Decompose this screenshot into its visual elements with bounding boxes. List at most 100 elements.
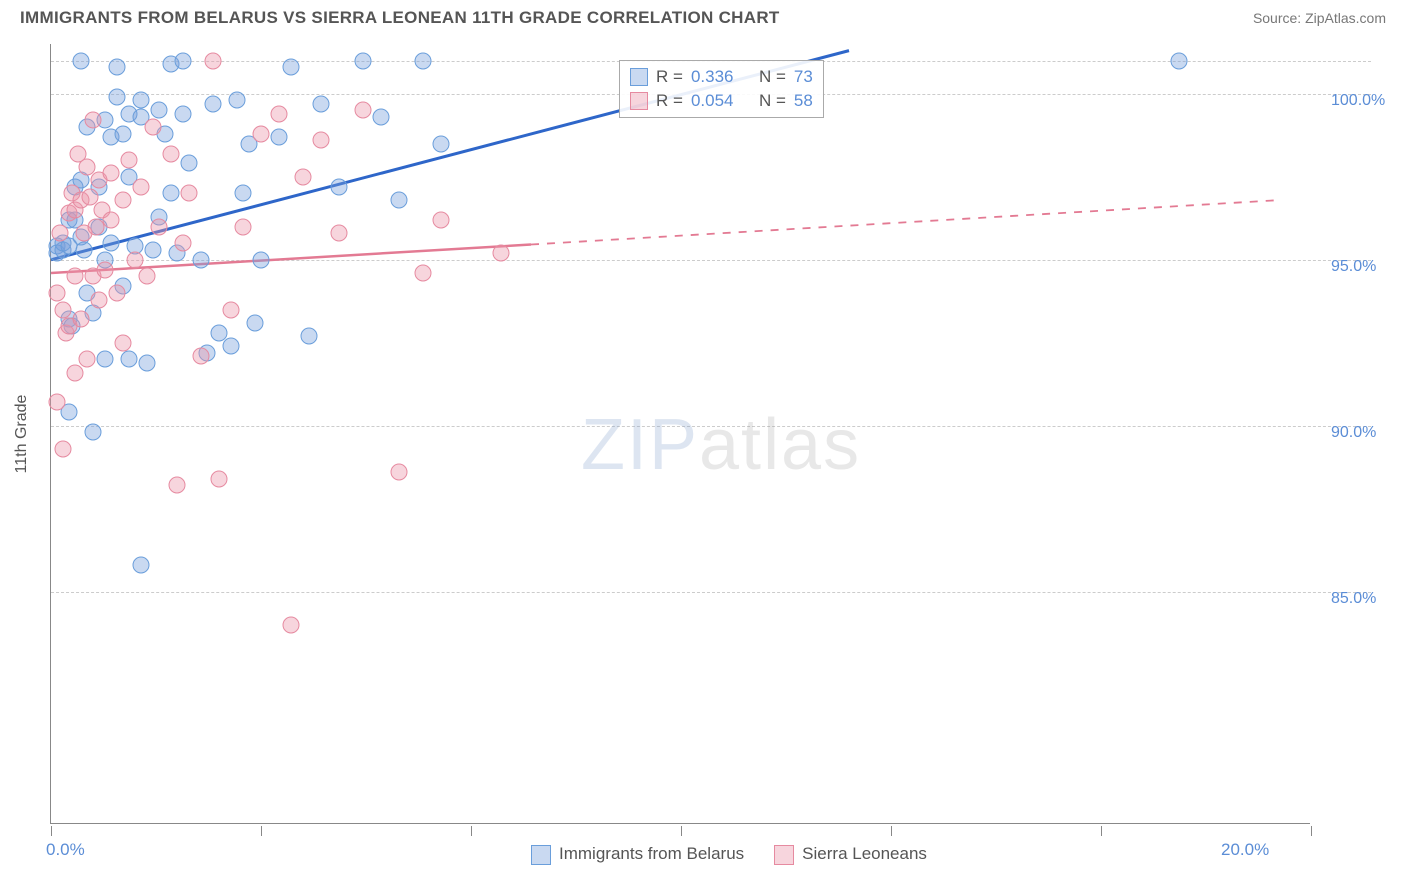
data-point	[301, 328, 318, 345]
data-point	[49, 284, 66, 301]
data-point	[115, 192, 132, 209]
data-point	[271, 105, 288, 122]
data-point	[253, 251, 270, 268]
x-tick	[891, 826, 892, 836]
gridline	[51, 592, 1371, 593]
x-tick	[261, 826, 262, 836]
data-point	[76, 241, 93, 258]
data-point	[85, 112, 102, 129]
x-tick	[51, 826, 52, 836]
data-point	[97, 261, 114, 278]
data-point	[373, 109, 390, 126]
data-point	[103, 235, 120, 252]
data-point	[271, 128, 288, 145]
data-point	[253, 125, 270, 142]
data-point	[79, 351, 96, 368]
data-point	[115, 125, 132, 142]
data-point	[139, 354, 156, 371]
data-point	[67, 364, 84, 381]
data-point	[391, 464, 408, 481]
data-point	[175, 52, 192, 69]
x-tick-label: 20.0%	[1221, 840, 1269, 860]
data-point	[181, 185, 198, 202]
legend-stats: R = 0.336 N = 73R = 0.054 N = 58	[619, 60, 824, 118]
data-point	[91, 291, 108, 308]
data-point	[49, 394, 66, 411]
data-point	[151, 102, 168, 119]
gridline	[51, 260, 1371, 261]
data-point	[97, 351, 114, 368]
data-point	[283, 59, 300, 76]
data-point	[1171, 52, 1188, 69]
plot-area: 85.0%90.0%95.0%100.0%0.0%20.0%ZIPatlasR …	[50, 44, 1310, 824]
data-point	[235, 218, 252, 235]
data-point	[175, 235, 192, 252]
data-point	[211, 470, 228, 487]
data-point	[391, 192, 408, 209]
data-point	[331, 225, 348, 242]
data-point	[205, 52, 222, 69]
data-point	[235, 185, 252, 202]
data-point	[109, 89, 126, 106]
legend-series: Immigrants from BelarusSierra Leoneans	[531, 844, 927, 865]
data-point	[223, 301, 240, 318]
data-point	[139, 268, 156, 285]
legend-stats-row: R = 0.054 N = 58	[630, 89, 813, 113]
legend-stats-row: R = 0.336 N = 73	[630, 65, 813, 89]
data-point	[163, 185, 180, 202]
data-point	[103, 165, 120, 182]
data-point	[193, 251, 210, 268]
y-tick-label: 85.0%	[1331, 590, 1376, 608]
data-point	[133, 178, 150, 195]
data-point	[175, 105, 192, 122]
data-point	[151, 218, 168, 235]
data-point	[145, 118, 162, 135]
gridline	[51, 426, 1371, 427]
y-tick-label: 95.0%	[1331, 258, 1376, 276]
data-point	[133, 92, 150, 109]
data-point	[355, 52, 372, 69]
regression-lines	[51, 44, 1391, 824]
x-tick	[1101, 826, 1102, 836]
data-point	[295, 168, 312, 185]
x-tick-label: 0.0%	[46, 840, 85, 860]
y-tick-label: 100.0%	[1331, 92, 1385, 110]
watermark: ZIPatlas	[581, 404, 861, 486]
x-tick	[1311, 826, 1312, 836]
data-point	[73, 52, 90, 69]
data-point	[313, 132, 330, 149]
plot-wrap: 11th Grade 85.0%90.0%95.0%100.0%0.0%20.0…	[50, 44, 1390, 824]
chart-title: IMMIGRANTS FROM BELARUS VS SIERRA LEONEA…	[20, 8, 780, 28]
data-point	[313, 95, 330, 112]
data-point	[127, 251, 144, 268]
data-point	[85, 424, 102, 441]
x-tick	[471, 826, 472, 836]
data-point	[169, 477, 186, 494]
data-point	[247, 314, 264, 331]
data-point	[193, 348, 210, 365]
data-point	[133, 557, 150, 574]
data-point	[181, 155, 198, 172]
data-point	[205, 95, 222, 112]
data-point	[433, 211, 450, 228]
data-point	[283, 616, 300, 633]
data-point	[415, 52, 432, 69]
data-point	[67, 268, 84, 285]
y-tick-label: 90.0%	[1331, 424, 1376, 442]
data-point	[103, 211, 120, 228]
data-point	[55, 301, 72, 318]
data-point	[121, 152, 138, 169]
data-point	[145, 241, 162, 258]
data-point	[433, 135, 450, 152]
x-tick	[681, 826, 682, 836]
data-point	[109, 284, 126, 301]
data-point	[415, 265, 432, 282]
y-axis-title: 11th Grade	[13, 395, 31, 474]
data-point	[331, 178, 348, 195]
data-point	[229, 92, 246, 109]
data-point	[163, 145, 180, 162]
legend-item: Sierra Leoneans	[774, 844, 927, 865]
data-point	[73, 311, 90, 328]
data-point	[115, 334, 132, 351]
data-point	[55, 440, 72, 457]
